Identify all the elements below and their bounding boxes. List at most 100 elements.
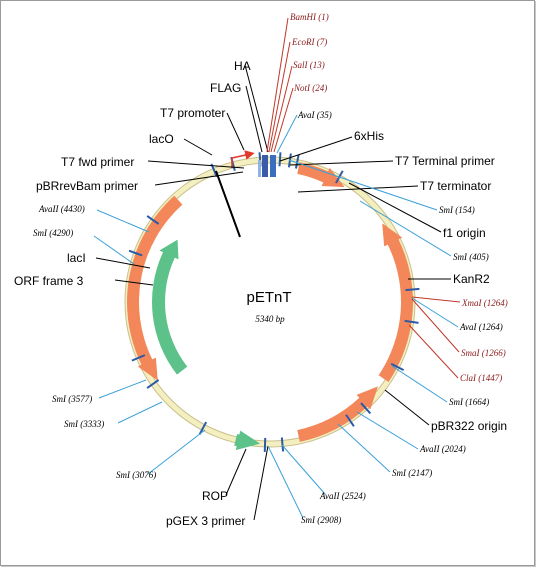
leader-avalii-4430 xyxy=(96,209,150,233)
leader-pbrrevbam xyxy=(154,171,244,186)
site-smi-405: SmI (405) xyxy=(453,252,489,262)
label-t7-fwd-primer: T7 fwd primer xyxy=(61,155,134,169)
site-smi-3076: SmI (3076) xyxy=(116,470,156,480)
leader-smi-4290 xyxy=(93,235,135,265)
leader-laci xyxy=(95,257,151,269)
leader-xmai xyxy=(411,296,461,303)
tick-smi-3333 xyxy=(146,379,160,389)
site-avalii-2024: AvaII (2024) xyxy=(419,444,466,454)
leader-sali xyxy=(270,65,293,153)
site-smai-1266: SmaI (1266) xyxy=(461,348,506,358)
leader-t7-terminal xyxy=(289,160,394,166)
label-laco: lacO xyxy=(149,132,174,146)
leader-clai xyxy=(408,324,459,379)
leader-smi-154 xyxy=(288,159,438,211)
site-ecori-7: EcoRI (7) xyxy=(291,37,327,47)
site-clai-1447: ClaI (1447) xyxy=(460,373,502,383)
tick-avalii-2524 xyxy=(280,437,285,452)
site-smi-2147: SmI (2147) xyxy=(392,468,432,478)
t7-terminator-arrow xyxy=(297,162,345,188)
site-smi-2908: SmI (2908) xyxy=(301,515,341,525)
site-noti-24: NotI (24) xyxy=(293,83,327,93)
site-smi-154: SmI (154) xyxy=(439,205,475,215)
leader-noti xyxy=(273,87,294,153)
site-sali-13: SalI (13) xyxy=(293,60,325,70)
mcs-box-blue xyxy=(270,155,276,177)
site-bamhi-1: BamHI (1) xyxy=(290,12,329,22)
tick-smi-3577 xyxy=(131,354,146,362)
site-smi-3577: SmI (3577) xyxy=(52,394,92,404)
leader-bamhi xyxy=(266,17,289,153)
leader-ha xyxy=(244,64,269,153)
site-smi-3333: SmI (3333) xyxy=(64,419,104,429)
tick-clai-1447 xyxy=(404,319,419,324)
leader-avalii-2024 xyxy=(356,411,419,450)
leader-laco xyxy=(183,138,213,156)
mcs-box-light xyxy=(258,160,261,177)
label-flag: FLAG xyxy=(210,81,241,95)
label-f1-origin: f1 origin xyxy=(443,226,486,240)
t7-promoter-arrow xyxy=(231,150,255,168)
leader-pgex3 xyxy=(253,445,269,521)
leader-avalii-2524 xyxy=(281,444,326,495)
label-t7-promoter: T7 promoter xyxy=(160,106,225,120)
tick-smi-3076 xyxy=(198,421,208,435)
leader-rop xyxy=(225,448,247,496)
leader-smi-1664 xyxy=(391,365,448,403)
leader-smi-3333 xyxy=(117,401,163,424)
tick-avalii-2024 xyxy=(360,402,372,415)
label-kanr2: KanR2 xyxy=(453,272,490,286)
label-t7-terminal-primer: T7 Terminal primer xyxy=(395,154,495,168)
leader-smi-2147 xyxy=(337,423,391,473)
label-pbrrevbam-primer: pBRrevBam primer xyxy=(36,179,138,193)
site-avalii-2524: AvaII (2524) xyxy=(319,491,366,501)
tick-mcs-2 xyxy=(278,152,282,167)
tick-smi-4290 xyxy=(128,249,143,257)
leader-pbr322 xyxy=(384,389,430,426)
leader-smi-3076 xyxy=(147,429,206,475)
leader-f1 xyxy=(348,182,442,233)
mcs-box-dark xyxy=(262,155,268,177)
site-avai-1264: AvaI (1264) xyxy=(459,322,503,332)
label-pgex3-primer: pGEX 3 primer xyxy=(166,514,245,528)
leader-6xhis xyxy=(279,136,353,162)
laci-arrow xyxy=(127,195,183,381)
tick-smi-1664 xyxy=(390,362,405,371)
laco-marker xyxy=(215,170,241,238)
plasmid-size: 5340 bp xyxy=(255,314,285,324)
leader-avai-35 xyxy=(276,114,298,154)
leader-smi-3577 xyxy=(98,379,147,399)
site-avai-35: AvaI (35) xyxy=(297,110,332,120)
label-6xhis: 6xHis xyxy=(354,129,384,143)
label-t7-terminator: T7 terminator xyxy=(420,179,491,193)
site-smi-4290: SmI (4290) xyxy=(33,228,73,238)
leader-orf xyxy=(114,279,154,286)
leader-smai xyxy=(411,298,460,353)
label-laci: lacI xyxy=(67,251,86,265)
leader-t7-terminator xyxy=(297,185,419,193)
leader-avai-1264 xyxy=(411,297,459,328)
label-orf-frame-3: ORF frame 3 xyxy=(14,274,84,288)
tick-xmai-1264 xyxy=(405,287,420,292)
kanr2-arrow xyxy=(378,223,414,382)
leader-smi-2908 xyxy=(267,445,304,519)
orf-frame-3-arrow xyxy=(151,239,188,375)
site-avalii-4430: AvaII (4430) xyxy=(38,204,85,214)
site-xmai-1264: XmaI (1264) xyxy=(461,298,508,308)
tick-smi-154 xyxy=(294,154,300,169)
leader-smi-405 xyxy=(359,200,452,257)
plasmid-name: pETnT xyxy=(246,289,291,306)
label-pbr322-origin: pBR322 origin xyxy=(431,419,507,433)
label-ha: HA xyxy=(234,59,251,73)
leader-flag xyxy=(245,85,263,153)
leader-t7-promoter xyxy=(226,112,245,151)
tick-smi-2147 xyxy=(345,414,355,427)
leader-t7-fwd xyxy=(147,160,245,169)
label-rop: ROP xyxy=(202,489,228,503)
tick-avalii-4430 xyxy=(146,215,160,225)
site-smi-1664: SmI (1664) xyxy=(449,397,489,407)
rop-arrow xyxy=(234,430,261,451)
pbr322-origin-arrow xyxy=(297,386,378,442)
leader-ecori xyxy=(268,41,291,153)
